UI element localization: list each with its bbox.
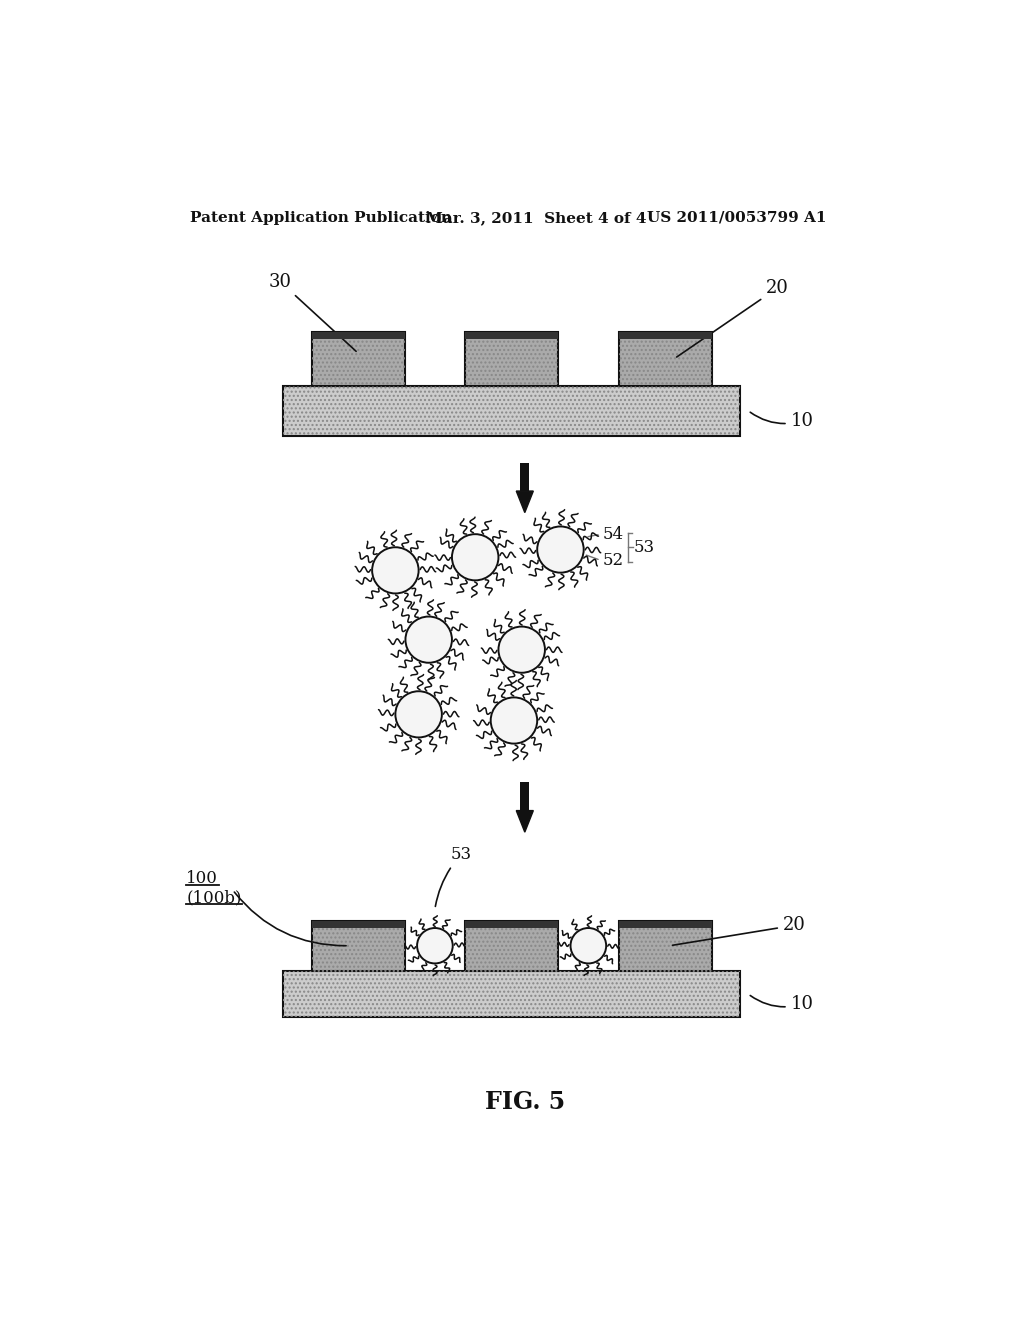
Polygon shape xyxy=(516,491,534,512)
Circle shape xyxy=(499,627,545,673)
Text: 10: 10 xyxy=(751,412,814,430)
Text: (100b): (100b) xyxy=(186,890,242,906)
Bar xyxy=(311,331,404,385)
Bar xyxy=(520,781,529,810)
Bar xyxy=(465,921,558,928)
Bar xyxy=(618,921,712,970)
Circle shape xyxy=(452,535,499,581)
Text: 10: 10 xyxy=(751,995,814,1014)
Bar xyxy=(283,970,740,1016)
Bar xyxy=(465,331,558,385)
Text: 53: 53 xyxy=(634,539,655,556)
Circle shape xyxy=(538,527,584,573)
Bar xyxy=(618,921,712,928)
Bar xyxy=(618,921,712,970)
Text: 20: 20 xyxy=(673,916,806,945)
Bar xyxy=(520,462,529,491)
Text: FIG. 5: FIG. 5 xyxy=(484,1089,565,1114)
Text: Mar. 3, 2011  Sheet 4 of 4: Mar. 3, 2011 Sheet 4 of 4 xyxy=(426,211,647,224)
Bar xyxy=(283,970,740,1016)
Circle shape xyxy=(406,616,452,663)
Bar xyxy=(618,331,712,339)
Bar xyxy=(283,385,740,436)
Bar xyxy=(465,331,558,339)
Circle shape xyxy=(395,692,442,738)
Bar xyxy=(311,331,404,385)
Bar xyxy=(311,921,404,970)
Text: 54: 54 xyxy=(602,525,624,543)
Bar xyxy=(311,331,404,339)
Bar xyxy=(283,385,740,436)
Text: Patent Application Publication: Patent Application Publication xyxy=(190,211,452,224)
Circle shape xyxy=(417,928,453,964)
Bar xyxy=(311,921,404,970)
Text: 20: 20 xyxy=(677,279,788,356)
Polygon shape xyxy=(516,810,534,832)
Bar xyxy=(618,331,712,385)
Text: 30: 30 xyxy=(269,273,356,351)
Circle shape xyxy=(490,697,538,743)
Bar xyxy=(618,331,712,385)
Circle shape xyxy=(372,548,419,594)
Text: 52: 52 xyxy=(602,552,624,569)
Bar xyxy=(465,331,558,385)
Circle shape xyxy=(570,928,606,964)
Bar xyxy=(465,921,558,970)
Text: 53: 53 xyxy=(435,846,471,907)
Text: US 2011/0053799 A1: US 2011/0053799 A1 xyxy=(647,211,826,224)
Bar xyxy=(465,921,558,970)
Text: 100: 100 xyxy=(186,870,218,887)
Bar xyxy=(311,921,404,928)
